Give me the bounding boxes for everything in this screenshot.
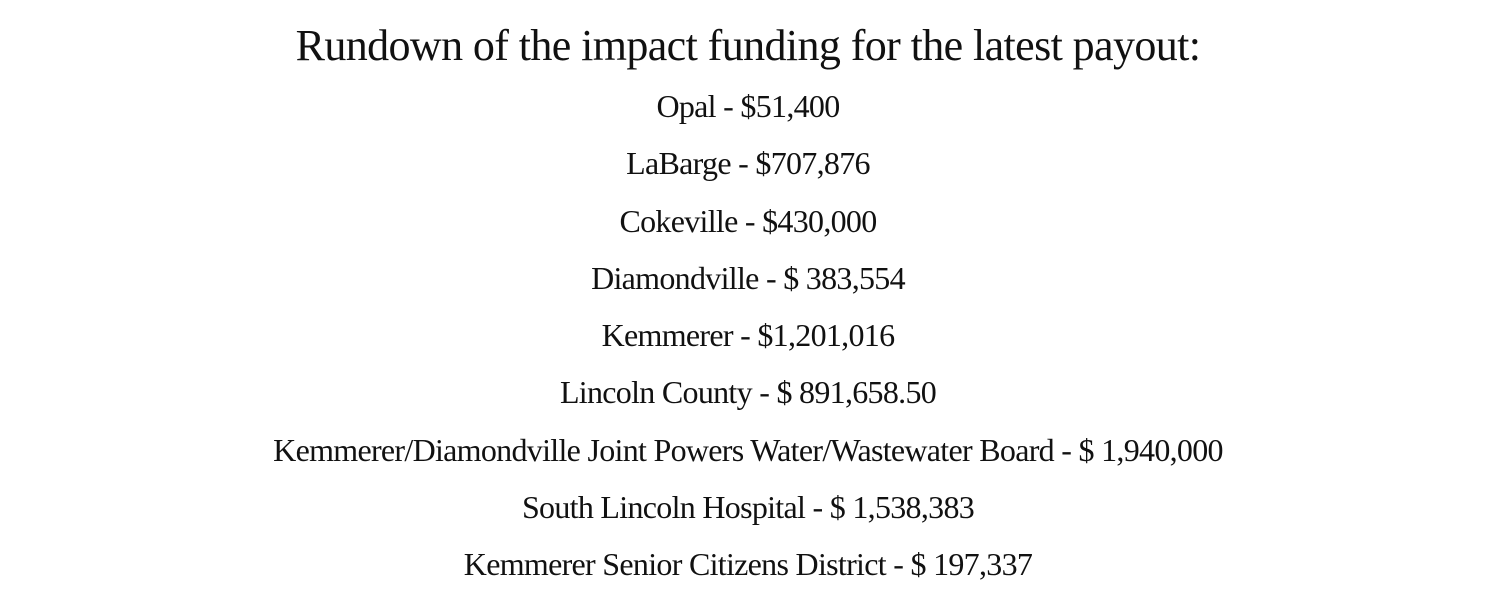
list-item: Kemmerer Senior Citizens District - $ 19… xyxy=(463,546,1033,583)
list-item: Cokeville - $430,000 xyxy=(619,202,877,239)
page-title: Rundown of the impact funding for the la… xyxy=(295,21,1201,70)
list-item: Opal - $51,400 xyxy=(656,88,840,124)
funding-list: Opal - $51,400 LaBarge - $707,876 Cokevi… xyxy=(0,78,1496,594)
list-item: South Lincoln Hospital - $ 1,538,383 xyxy=(521,489,975,526)
list-item: Diamondville - $ 383,554 xyxy=(591,259,906,296)
list-item: Kemmerer/Diamondville Joint Powers Water… xyxy=(273,431,1223,468)
list-item: Lincoln County - $ 891,658.50 xyxy=(559,374,937,411)
list-item: LaBarge - $707,876 xyxy=(626,145,870,182)
list-item: Kemmerer - $1,201,016 xyxy=(601,317,895,354)
